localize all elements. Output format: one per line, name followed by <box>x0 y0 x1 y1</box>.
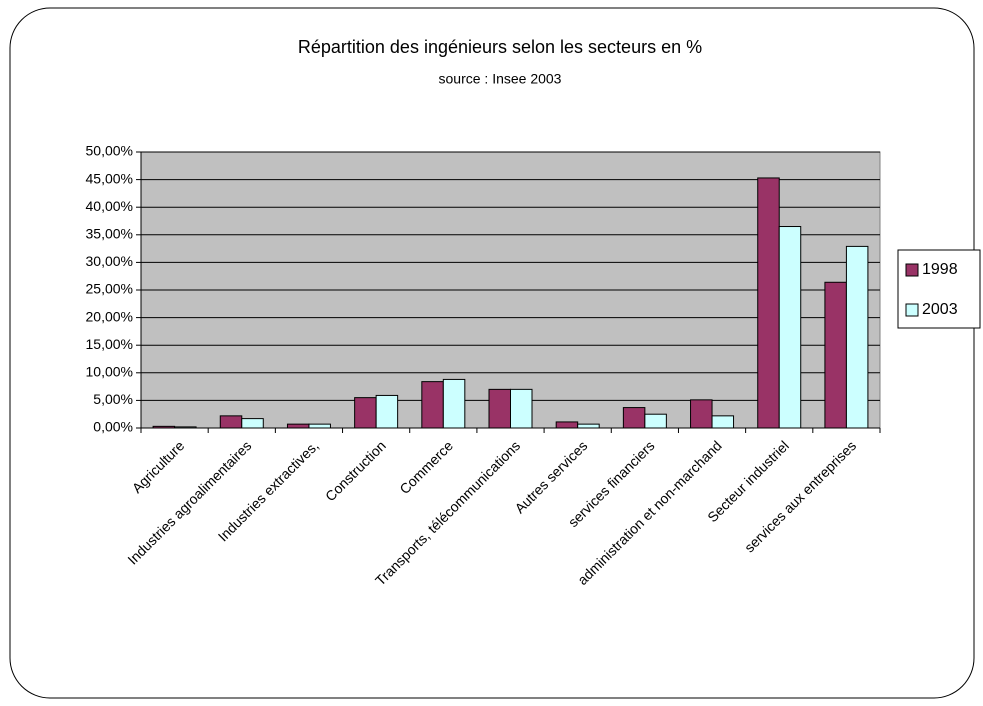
y-tick-label: 45,00% <box>86 170 133 186</box>
bar <box>644 413 667 429</box>
y-tick-label: 5,00% <box>93 391 133 407</box>
bar <box>555 421 579 429</box>
bar <box>219 415 243 429</box>
y-tick-label: 40,00% <box>86 198 133 214</box>
bar <box>757 177 780 429</box>
y-tick-label: 0,00% <box>93 419 133 435</box>
bar <box>824 281 847 429</box>
y-tick-label: 25,00% <box>86 281 133 297</box>
bar <box>375 394 399 429</box>
bar <box>488 388 512 429</box>
bar <box>286 423 310 429</box>
y-tick-label: 30,00% <box>86 253 133 269</box>
y-tick-label: 10,00% <box>86 364 133 380</box>
bar <box>174 426 197 429</box>
bar <box>690 399 713 429</box>
y-tick-label: 20,00% <box>86 308 133 324</box>
bar <box>711 415 735 429</box>
chart-subtitle: source : Insee 2003 <box>439 71 562 87</box>
y-tick-label: 50,00% <box>86 143 133 159</box>
bar <box>152 425 176 429</box>
legend-swatch <box>905 303 919 317</box>
bar <box>778 226 802 429</box>
legend-label: 2003 <box>922 301 958 318</box>
bar <box>421 381 444 429</box>
y-tick-label: 35,00% <box>86 226 133 242</box>
bar <box>354 397 377 429</box>
chart-title: Répartition des ingénieurs selon les sec… <box>298 37 702 57</box>
legend-label: 1998 <box>922 261 958 278</box>
bar <box>308 423 331 429</box>
bar <box>845 245 869 429</box>
bar <box>577 423 600 429</box>
bar <box>622 407 646 429</box>
bar <box>241 418 264 429</box>
y-tick-label: 15,00% <box>86 336 133 352</box>
bar <box>510 388 533 429</box>
legend-swatch <box>905 263 919 277</box>
bar <box>442 378 466 429</box>
